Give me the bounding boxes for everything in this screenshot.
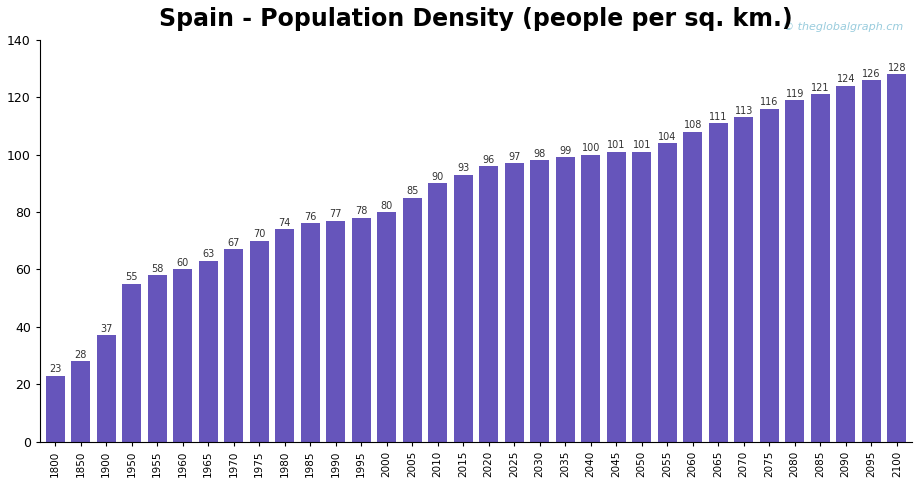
Text: 93: 93 [457, 163, 470, 173]
Text: 74: 74 [278, 218, 291, 228]
Text: 76: 76 [304, 212, 316, 222]
Text: 111: 111 [709, 112, 728, 121]
Bar [377, 212, 396, 441]
Bar [607, 151, 626, 441]
Bar [811, 94, 830, 441]
Text: 126: 126 [862, 69, 880, 78]
Text: 101: 101 [632, 140, 651, 151]
Bar [224, 249, 244, 441]
Text: 116: 116 [760, 97, 778, 107]
Bar [785, 100, 804, 441]
Bar [530, 160, 550, 441]
Text: 101: 101 [607, 140, 626, 151]
Bar [326, 221, 346, 441]
Text: 113: 113 [734, 106, 753, 116]
Bar [250, 241, 268, 441]
Bar [275, 229, 294, 441]
Text: 63: 63 [202, 249, 214, 259]
Bar [658, 143, 676, 441]
Bar [760, 109, 778, 441]
Text: 121: 121 [811, 83, 830, 93]
Bar [454, 175, 472, 441]
Text: 37: 37 [100, 324, 112, 334]
Bar [46, 376, 64, 441]
Bar [199, 261, 218, 441]
Text: 119: 119 [786, 89, 804, 99]
Text: 28: 28 [74, 350, 86, 360]
Text: 96: 96 [482, 155, 494, 165]
Bar [96, 335, 116, 441]
Title: Spain - Population Density (people per sq. km.): Spain - Population Density (people per s… [159, 7, 793, 31]
Bar [683, 132, 702, 441]
Text: © theglobalgraph.cm: © theglobalgraph.cm [783, 22, 903, 32]
Bar [71, 361, 90, 441]
Bar [479, 166, 498, 441]
Bar [862, 80, 880, 441]
Text: 98: 98 [534, 149, 546, 159]
Text: 70: 70 [253, 229, 266, 239]
Bar [505, 163, 524, 441]
Text: 99: 99 [559, 146, 572, 156]
Bar [709, 123, 728, 441]
Text: 78: 78 [355, 206, 368, 216]
Text: 108: 108 [684, 120, 702, 130]
Bar [301, 224, 320, 441]
Text: 67: 67 [228, 238, 240, 248]
Bar [148, 275, 166, 441]
Text: 85: 85 [406, 186, 418, 196]
Text: 23: 23 [49, 364, 62, 374]
Text: 124: 124 [836, 75, 855, 84]
Bar [632, 151, 652, 441]
Bar [581, 154, 600, 441]
Text: 104: 104 [658, 132, 676, 142]
Bar [734, 117, 754, 441]
Text: 60: 60 [176, 258, 188, 268]
Text: 77: 77 [329, 209, 342, 219]
Text: 55: 55 [125, 272, 138, 282]
Text: 80: 80 [380, 200, 392, 211]
Bar [122, 284, 142, 441]
Bar [836, 86, 856, 441]
Text: 58: 58 [151, 264, 164, 273]
Text: 90: 90 [432, 172, 444, 182]
Bar [173, 270, 192, 441]
Bar [556, 157, 574, 441]
Bar [887, 74, 906, 441]
Text: 100: 100 [582, 143, 600, 153]
Text: 97: 97 [508, 152, 520, 162]
Bar [403, 197, 422, 441]
Text: 128: 128 [888, 63, 906, 73]
Bar [352, 218, 370, 441]
Bar [428, 183, 448, 441]
